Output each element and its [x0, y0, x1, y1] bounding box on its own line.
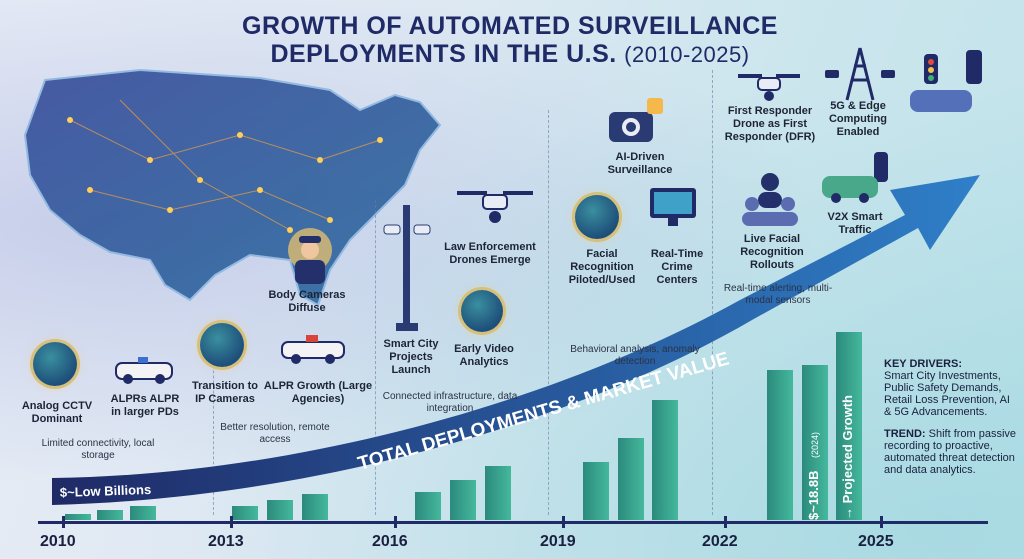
v2x-car-icon	[822, 152, 888, 203]
bar	[65, 514, 91, 520]
label-5g: 5G & Edge Computing Enabled	[828, 100, 888, 138]
label-facial: Facial Recognition Piloted/Used	[568, 248, 636, 286]
bar	[802, 365, 828, 520]
bar	[302, 494, 328, 520]
ip-camera-icon	[200, 323, 244, 367]
label-analog-cctv: Analog CCTV Dominant	[21, 400, 93, 425]
label-v2x: V2X Smart Traffic	[827, 211, 883, 236]
cctv-camera-icon	[33, 342, 77, 386]
note-better: Better resolution, remote access	[220, 422, 330, 445]
year-label: 2025	[858, 533, 894, 550]
key-drivers-panel: KEY DRIVERS: Smart City Investments, Pub…	[884, 358, 1019, 476]
title-line1: GROWTH OF AUTOMATED SURVEILLANCE	[242, 12, 778, 40]
label-dfr: First Responder Drone as First Responder…	[724, 105, 816, 143]
timeline-axis	[38, 521, 988, 524]
dfr-drone-icon	[738, 74, 800, 101]
divider	[548, 110, 549, 515]
label-rtcc: Real-Time Crime Centers	[650, 248, 704, 286]
bar	[836, 332, 862, 520]
us-map-illustration	[23, 68, 442, 307]
note-connected: Connected infrastructure, data integrati…	[382, 391, 518, 414]
page-title: GROWTH OF AUTOMATED SURVEILLANCE DEPLOYM…	[150, 12, 870, 69]
year-tick	[394, 516, 397, 528]
year-tick	[880, 516, 883, 528]
title-years: (2010-2025)	[624, 42, 750, 67]
year-tick	[724, 516, 727, 528]
label-alprs: ALPRs ALPR in larger PDs	[110, 393, 180, 418]
label-live-fr: Live Facial Recognition Rollouts	[740, 233, 804, 271]
monitor-icon	[650, 188, 696, 226]
note-realtime: Real-time alerting, multi-modal sensors	[723, 283, 833, 306]
bar	[767, 370, 793, 520]
label-drones: Law Enforcement Drones Emerge	[444, 241, 536, 266]
bar	[450, 480, 476, 520]
motion-analytics-icon	[461, 290, 503, 332]
bar	[583, 462, 609, 520]
divider	[213, 335, 214, 515]
label-ai-surveillance: AI-Driven Surveillance	[607, 151, 673, 176]
note-behavioral: Behavioral analysis, anomaly detection	[570, 344, 700, 367]
year-label: 2019	[540, 533, 576, 550]
bar	[415, 492, 441, 520]
label-body-cams: Body Cameras Diffuse	[268, 289, 346, 314]
key-trend: TREND: Shift from passive recording to p…	[884, 428, 1017, 476]
divider	[375, 200, 376, 515]
police-officer-icon	[288, 228, 332, 284]
drone-icon	[457, 191, 533, 223]
bar	[97, 510, 123, 520]
year-label: 2010	[40, 533, 76, 550]
bar	[267, 500, 293, 520]
police-car-icon	[281, 335, 345, 364]
year-label: 2013	[208, 533, 244, 550]
key-drivers-text: Smart City Investments, Public Safety De…	[884, 370, 1010, 418]
bar	[485, 466, 511, 520]
ai-camera-icon	[609, 98, 663, 142]
divider	[712, 70, 713, 515]
label-transition-ip: Transition to IP Cameras	[192, 380, 258, 405]
smart-city-pole-icon	[383, 205, 431, 331]
title-line2: DEPLOYMENTS IN THE U.S. (2010-2025)	[270, 40, 750, 68]
label-video-analytics: Early Video Analytics	[454, 343, 514, 368]
cell-tower-icon	[825, 47, 895, 101]
label-smart-city: Smart City Projects Launch	[383, 338, 439, 376]
year-tick	[562, 516, 565, 528]
year-tick	[62, 516, 65, 528]
key-drivers-title: KEY DRIVERS:	[884, 358, 963, 370]
year-label: 2022	[702, 533, 738, 550]
bar	[130, 506, 156, 520]
start-value: $~Low Billions	[60, 482, 152, 500]
label-alpr-growth: ALPR Growth (Large Agencies)	[263, 380, 373, 405]
value-2024-note: (2024)	[810, 432, 820, 458]
year-label: 2016	[372, 533, 408, 550]
bar	[652, 400, 678, 520]
note-limited: Limited connectivity, local storage	[41, 438, 155, 461]
year-tick	[230, 516, 233, 528]
bar	[618, 438, 644, 520]
smart-car-traffic-icon	[910, 50, 982, 112]
face-scan-icon	[575, 195, 619, 239]
projected-growth: → Projected Growth	[840, 395, 855, 520]
bar	[232, 506, 258, 520]
police-car-icon	[115, 357, 173, 384]
value-2024: $~18.8B	[806, 470, 821, 520]
crowd-face-icon	[742, 173, 798, 226]
